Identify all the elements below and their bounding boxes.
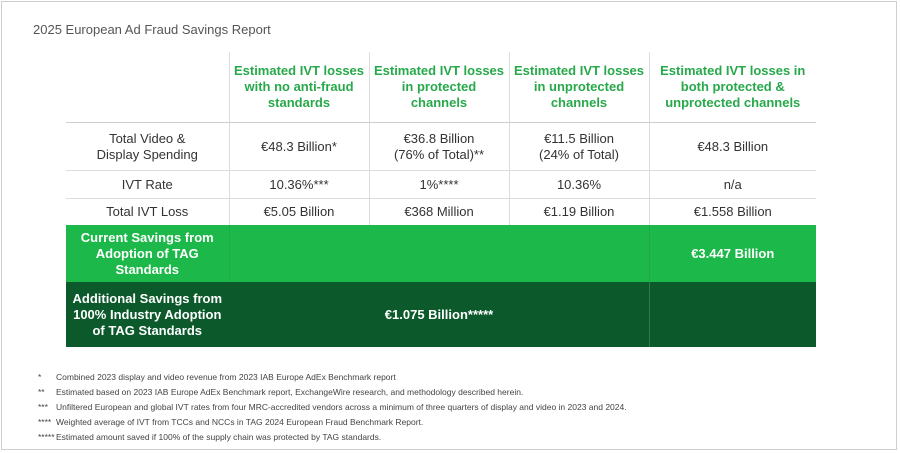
- footnote-mark: ****: [38, 417, 52, 427]
- additional-savings-empty-cell: [648, 282, 816, 347]
- cell-spending-unprotected: €11.5 Billion (24% of Total): [508, 122, 649, 171]
- cell-spending-no-standards: €48.3 Billion*: [228, 122, 369, 171]
- report-title: 2025 European Ad Fraud Savings Report: [33, 22, 271, 37]
- table-row-current-savings: Current Savings from Adoption of TAG Sta…: [66, 225, 816, 282]
- cell-spending-protected: €36.8 Billion (76% of Total)**: [368, 122, 509, 171]
- cell-value: €11.5 Billion: [544, 130, 614, 146]
- cell-loss-unprotected: €1.19 Billion: [508, 198, 649, 225]
- footnote: **** Weighted average of IVT from TCCs a…: [38, 415, 878, 430]
- footnote-text: Estimated based on 2023 IAB Europe AdEx …: [56, 387, 524, 397]
- cell-subvalue: (24% of Total): [539, 146, 619, 162]
- row-label-ivt-rate: IVT Rate: [66, 170, 229, 199]
- table-row-spending: Total Video & Display Spending €48.3 Bil…: [66, 122, 816, 171]
- footnote-mark: *: [38, 372, 42, 382]
- footnote: *** Unfiltered European and global IVT r…: [38, 400, 878, 415]
- footnote: ** Estimated based on 2023 IAB Europe Ad…: [38, 385, 878, 400]
- cell-loss-both: €1.558 Billion: [648, 198, 816, 225]
- row-label-ivt-loss: Total IVT Loss: [106, 204, 189, 219]
- footnote: ***** Estimated amount saved if 100% of …: [38, 430, 878, 445]
- footnote-text: Weighted average of IVT from TCCs and NC…: [56, 417, 424, 427]
- row-label-current-savings: Current Savings from Adoption of TAG Sta…: [66, 225, 229, 282]
- additional-savings-value: €1.075 Billion*****: [228, 282, 649, 347]
- header-blank-cell: [66, 52, 229, 123]
- footnotes: * Combined 2023 display and video revenu…: [38, 370, 878, 445]
- table-row-additional-savings: Additional Savings from 100% Industry Ad…: [66, 282, 816, 347]
- current-savings-value: €3.447 Billion: [648, 225, 816, 282]
- current-savings-empty-cell: [228, 225, 650, 282]
- footnote-text: Unfiltered European and global IVT rates…: [56, 402, 627, 412]
- footnote-mark: ***: [38, 402, 48, 412]
- header-no-standards: Estimated IVT losses with no anti-fraud …: [228, 52, 369, 123]
- cell-loss-protected: €368 Million: [368, 198, 509, 225]
- table-header-row: Estimated IVT losses with no anti-fraud …: [66, 52, 816, 123]
- cell-spending-both: €48.3 Billion: [648, 122, 816, 171]
- cell-rate-no-standards: 10.36%***: [228, 170, 369, 199]
- footnote-mark: **: [38, 387, 45, 397]
- header-both: Estimated IVT losses in both protected &…: [648, 52, 816, 123]
- header-unprotected: Estimated IVT losses in unprotected chan…: [508, 52, 649, 123]
- row-label-spending-line1: Total Video &: [109, 130, 186, 146]
- cell-rate-both: n/a: [648, 170, 816, 199]
- footnote-mark: *****: [38, 432, 55, 442]
- table-row-ivt-loss: Total IVT Loss €5.05 Billion €368 Millio…: [66, 198, 816, 225]
- footnote-text: Combined 2023 display and video revenue …: [56, 372, 396, 382]
- cell-rate-protected: 1%****: [368, 170, 509, 199]
- cell-value: €36.8 Billion: [403, 130, 475, 146]
- cell-value: €48.3 Billion: [697, 138, 769, 154]
- fraud-savings-table: Estimated IVT losses with no anti-fraud …: [66, 52, 816, 347]
- cell-rate-unprotected: 10.36%: [508, 170, 649, 199]
- header-protected: Estimated IVT losses in protected channe…: [368, 52, 509, 123]
- footnote: * Combined 2023 display and video revenu…: [38, 370, 878, 385]
- cell-loss-no-standards: €5.05 Billion: [228, 198, 369, 225]
- row-label-additional-savings: Additional Savings from 100% Industry Ad…: [66, 282, 229, 347]
- footnote-text: Estimated amount saved if 100% of the su…: [56, 432, 382, 442]
- row-label-spending: Total Video & Display Spending: [66, 122, 229, 171]
- row-label-spending-line2: Display Spending: [96, 146, 198, 162]
- cell-value: €48.3 Billion*: [261, 138, 337, 154]
- cell-subvalue: (76% of Total)**: [393, 146, 485, 162]
- table-row-ivt-rate: IVT Rate 10.36%*** 1%**** 10.36% n/a: [66, 170, 816, 199]
